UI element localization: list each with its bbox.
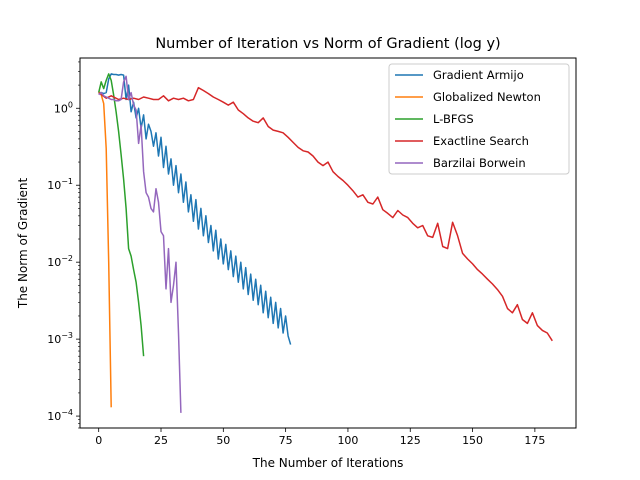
x-axis-label: The Number of Iterations: [252, 456, 404, 470]
y-axis-label: The Norm of Gradient: [16, 178, 30, 310]
x-tick-label: 0: [95, 434, 102, 447]
y-tick-label: 10−4: [47, 408, 73, 423]
legend-frame: [388, 63, 570, 175]
legend-label-4: Barzilai Borwein: [433, 156, 526, 170]
series-layer: [97, 73, 553, 413]
series-line-0: [98, 73, 292, 345]
x-tick-label: 25: [154, 434, 168, 447]
y-tick-label: 100: [54, 100, 73, 115]
legend-label-0: Gradient Armijo: [433, 68, 524, 82]
x-tick-label: 175: [524, 434, 545, 447]
y-tick-label: 10−2: [47, 254, 73, 269]
x-tick-label: 50: [216, 434, 230, 447]
x-axis-ticks: 0 25 50 75 100 125 150 175: [95, 428, 545, 447]
chart-title: Number of Iteration vs Norm of Gradient …: [155, 36, 500, 52]
legend-label-2: L-BFGS: [433, 112, 474, 126]
y-tick-label: 10−1: [47, 177, 73, 192]
legend-label-3: Exactline Search: [433, 134, 529, 148]
y-tick-label: 10−3: [47, 331, 73, 346]
x-tick-label: 150: [462, 434, 483, 447]
legend-label-1: Globalized Newton: [433, 90, 541, 104]
series-line-2: [97, 73, 145, 357]
x-tick-label: 100: [337, 434, 358, 447]
legend: Gradient Armijo Globalized Newton L-BFGS Ex…: [388, 63, 570, 175]
x-tick-label: 125: [400, 434, 421, 447]
x-tick-label: 75: [279, 434, 293, 447]
series-line-4: [98, 75, 182, 413]
plot-frame: [79, 57, 577, 429]
y-axis-ticks: 10−4 10−3 10−2 10−1 100: [47, 61, 80, 429]
series-line-3: [98, 86, 553, 342]
